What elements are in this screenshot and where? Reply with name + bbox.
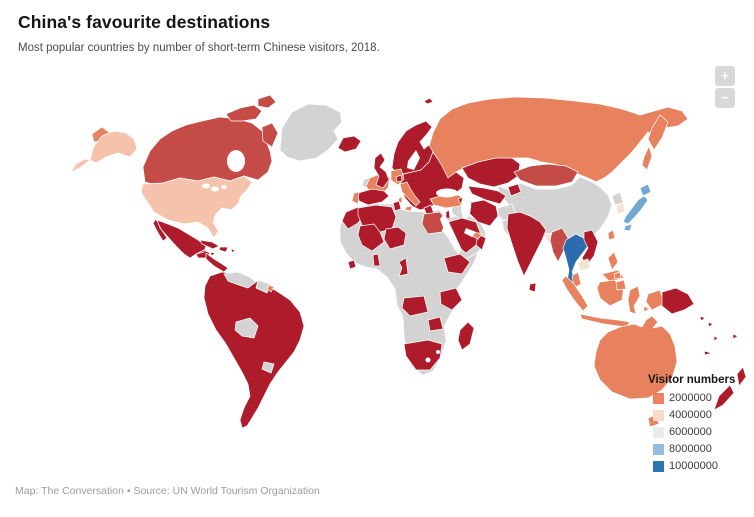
region-svalbard[interactable] [423,97,434,105]
region-kyrgyzstan-tajikistan[interactable] [507,183,522,197]
country-denmark[interactable] [395,174,403,183]
country-russia-sakhalin[interactable] [641,145,653,171]
hudson-bay [227,150,245,172]
legend-row: 8000000 [653,443,735,455]
country-sri-lanka[interactable] [528,282,537,293]
page-title: China's favourite destinations [18,12,271,32]
persian-gulf [464,228,476,237]
country-uruguay[interactable] [261,361,275,374]
country-israel[interactable] [445,209,451,220]
lesotho-enclave [425,357,431,363]
country-greenland[interactable] [279,103,343,162]
country-cambodia[interactable] [577,258,591,272]
country-united-kingdom[interactable] [373,152,390,189]
country-cameroon[interactable] [398,257,409,277]
country-bolivia[interactable] [234,317,259,339]
great-lakes-east [221,185,227,189]
country-italy[interactable] [397,181,421,212]
region-central-america[interactable] [205,252,229,273]
country-jamaica[interactable] [209,251,216,257]
legend-swatch-2000000 [653,392,664,404]
legend-label: 4000000 [669,409,712,421]
zoom-controls: + − [715,66,735,108]
country-indonesia-java[interactable] [579,313,631,328]
country-sierra-leone[interactable] [347,259,357,270]
country-zimbabwe[interactable] [427,316,444,332]
region-guyana-suriname[interactable] [255,279,271,294]
country-south-africa[interactable] [403,339,443,371]
legend-swatch-4000000 [653,409,664,421]
country-portugal[interactable] [351,191,360,205]
legend-swatch-8000000 [653,443,664,455]
map-legend: Visitor numbers 2000000 4000000 6000000 … [648,374,735,477]
legend-label: 8000000 [669,443,712,455]
country-new-zealand[interactable] [713,366,747,411]
country-canada-arctic-2[interactable] [257,94,277,109]
country-mongolia[interactable] [513,163,579,187]
legend-row: 4000000 [653,409,735,421]
country-canada[interactable] [142,116,273,185]
region-taiwan[interactable] [607,229,616,241]
region-benin-togo[interactable] [372,253,381,267]
legend-label: 6000000 [669,426,712,438]
country-spain[interactable] [357,188,390,206]
legend-title: Visitor numbers [648,374,736,386]
country-australia[interactable] [593,315,678,400]
region-alaska[interactable] [70,130,138,173]
region-hispaniola[interactable] [218,246,229,253]
map-header: China's favourite destinations Most popu… [18,12,380,54]
great-lakes-west [202,183,210,189]
country-mexico[interactable] [152,218,211,259]
baltic-sea [407,150,420,170]
legend-row: 6000000 [653,426,735,438]
legend-row: 10000000 [653,460,735,472]
country-cuba[interactable] [199,239,220,250]
country-indonesia-west-new-guinea[interactable] [645,289,665,311]
country-venezuela[interactable] [223,271,257,289]
country-papua-new-guinea[interactable] [661,287,695,315]
country-philippines[interactable] [607,251,627,291]
country-usa[interactable] [140,175,253,239]
country-madagascar[interactable] [457,321,475,351]
page-subtitle: Most popular countries by number of shor… [18,42,380,54]
eswatini-enclave [436,350,440,354]
country-indonesia-sumatra[interactable] [561,275,589,312]
region-pacific-islands[interactable] [699,315,739,356]
country-indonesia-sulawesi[interactable] [627,285,641,315]
country-north-korea[interactable] [611,191,624,206]
legend-swatch-6000000 [653,426,664,438]
attribution: Map: The Conversation • Source: UN World… [15,485,320,497]
legend-row: 2000000 [653,392,735,404]
caspian-sea [461,194,472,219]
legend-label: 2000000 [669,392,712,404]
legend-label: 10000000 [669,460,718,472]
legend-swatch-10000000 [653,460,664,472]
country-ethiopia[interactable] [443,253,471,275]
region-puerto-rico[interactable] [230,248,236,254]
red-sea [440,215,462,254]
region-south-america[interactable] [203,271,305,429]
country-tanzania[interactable] [439,287,463,311]
country-canada-baffin[interactable] [261,122,279,148]
country-mali[interactable] [357,223,385,252]
country-russia-kamchatka[interactable] [647,114,669,151]
country-egypt[interactable] [421,211,447,235]
country-japan[interactable] [622,183,652,232]
black-sea [436,188,458,198]
zoom-out-button[interactable]: − [715,88,735,108]
region-uzbekistan-turkmenistan[interactable] [467,185,507,205]
country-iceland[interactable] [337,135,362,153]
great-lakes-mid [211,186,219,192]
country-south-korea[interactable] [615,202,626,215]
country-canada-arctic-1[interactable] [225,104,263,122]
region-french-guiana[interactable] [266,284,275,293]
country-myanmar[interactable] [549,227,569,263]
zoom-in-button[interactable]: + [715,66,735,86]
country-india[interactable] [506,211,547,277]
country-tunisia[interactable] [392,200,402,212]
country-angola[interactable] [401,295,429,317]
country-niger[interactable] [383,226,407,250]
